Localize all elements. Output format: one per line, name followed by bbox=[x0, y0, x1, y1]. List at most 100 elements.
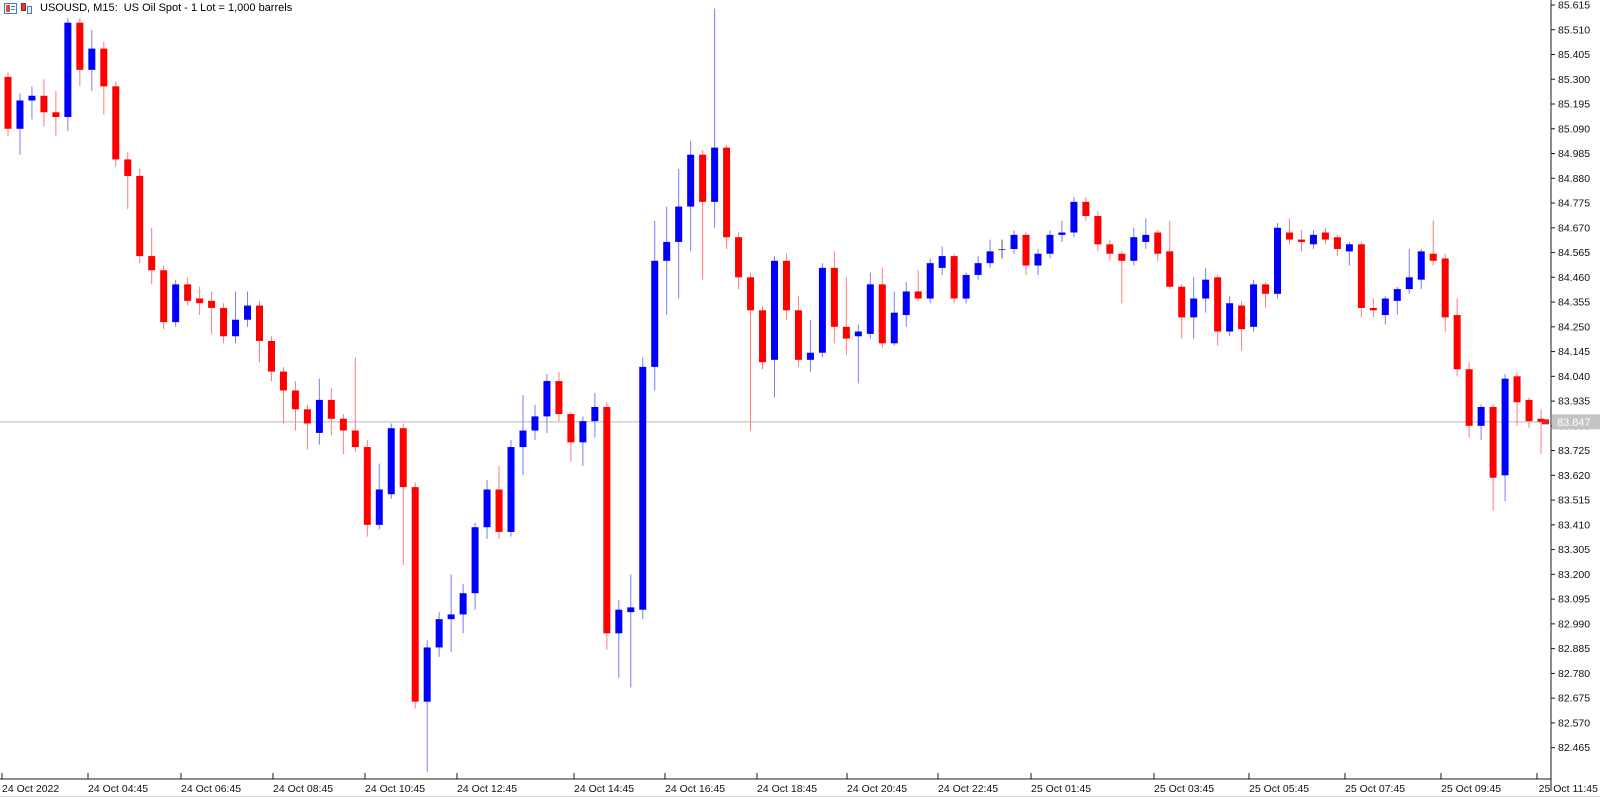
candle-body bbox=[1465, 369, 1473, 426]
candle-body bbox=[1238, 305, 1246, 330]
candle-body bbox=[399, 428, 407, 488]
candle-body bbox=[519, 430, 527, 448]
candle-body bbox=[854, 331, 862, 337]
candle-body bbox=[1226, 303, 1234, 332]
candle-body bbox=[1417, 251, 1425, 280]
candle-body bbox=[136, 175, 144, 257]
candle-body bbox=[1070, 201, 1078, 233]
candle-body bbox=[998, 249, 1006, 251]
time-axis-label: 24 Oct 08:45 bbox=[273, 783, 333, 795]
chart-title: USOUSD, M15: US Oil Spot - 1 Lot = 1,000… bbox=[40, 2, 293, 14]
candle-body bbox=[818, 267, 826, 353]
price-axis-label: 83.515 bbox=[1558, 495, 1590, 507]
price-axis-label: 83.200 bbox=[1558, 569, 1590, 581]
candle-body bbox=[507, 447, 515, 532]
candle-body bbox=[471, 527, 479, 594]
candle-body bbox=[914, 291, 922, 299]
candle-body bbox=[878, 284, 886, 344]
candle-body bbox=[663, 241, 671, 261]
candle-body bbox=[1393, 289, 1401, 301]
candle-body bbox=[1501, 378, 1509, 476]
time-axis-label: 24 Oct 22:45 bbox=[938, 783, 998, 795]
time-axis-label: 24 Oct 2022 bbox=[2, 783, 59, 795]
candle-body bbox=[687, 154, 695, 207]
close-price-marker bbox=[1542, 419, 1549, 425]
candle-body bbox=[435, 619, 443, 648]
price-axis-label: 84.985 bbox=[1558, 148, 1590, 160]
candle-body bbox=[794, 310, 802, 360]
price-axis-label: 83.725 bbox=[1558, 445, 1590, 457]
candle-body bbox=[124, 159, 132, 176]
time-axis-label: 25 Oct 07:45 bbox=[1345, 783, 1405, 795]
current-price-tag bbox=[1552, 414, 1600, 430]
candle-body bbox=[1525, 399, 1533, 422]
candle-body bbox=[1130, 237, 1138, 261]
candle-body bbox=[1118, 253, 1126, 261]
candle-body bbox=[88, 48, 96, 70]
candle-body bbox=[459, 593, 467, 615]
price-axis-label: 84.460 bbox=[1558, 272, 1590, 284]
candle-body bbox=[567, 414, 575, 443]
time-axis[interactable]: 24 Oct 2022 24 Oct 04:45 24 Oct 06:45 24 Oc… bbox=[1, 773, 1599, 795]
candle-body bbox=[387, 428, 395, 495]
candle-body bbox=[974, 263, 982, 275]
price-axis-label: 84.355 bbox=[1558, 297, 1590, 309]
candle-body bbox=[1321, 232, 1329, 240]
candle-body bbox=[1333, 237, 1341, 250]
time-axis-label: 24 Oct 14:45 bbox=[574, 783, 634, 795]
candle-body bbox=[1357, 244, 1365, 308]
candle-body bbox=[902, 291, 910, 316]
candle-body bbox=[16, 100, 24, 129]
candle-body bbox=[950, 256, 958, 299]
candle-body bbox=[639, 366, 647, 610]
candle-body bbox=[208, 300, 216, 308]
time-axis-label: 25 Oct 03:45 bbox=[1154, 783, 1214, 795]
candle-body bbox=[926, 263, 934, 299]
candle-body bbox=[339, 418, 347, 431]
price-axis-label: 84.565 bbox=[1558, 247, 1590, 259]
candle-body bbox=[1453, 315, 1461, 370]
price-axis-label: 84.250 bbox=[1558, 321, 1590, 333]
candle-body bbox=[363, 447, 371, 525]
price-axis-label: 85.510 bbox=[1558, 24, 1590, 36]
candle-body bbox=[1513, 376, 1521, 403]
candle-body bbox=[1309, 234, 1317, 245]
candle-body bbox=[1082, 201, 1090, 217]
candle-body bbox=[423, 647, 431, 702]
candle-body bbox=[1537, 418, 1545, 422]
time-axis-label: 25 Oct 11:45 bbox=[1539, 783, 1599, 795]
candlestick-chart-icon[interactable] bbox=[20, 2, 33, 14]
price-axis-label: 82.465 bbox=[1558, 742, 1590, 754]
candle-body bbox=[1178, 286, 1186, 318]
candle-body bbox=[771, 260, 778, 360]
candle-body bbox=[1262, 284, 1270, 294]
candle-body bbox=[962, 274, 970, 299]
candle-body bbox=[244, 305, 252, 320]
candle-body bbox=[1489, 406, 1497, 478]
candle-body bbox=[699, 154, 707, 202]
candle-body bbox=[1345, 244, 1353, 252]
candle-body bbox=[1022, 234, 1030, 266]
candle-body bbox=[806, 352, 814, 360]
candle-body bbox=[627, 607, 635, 613]
candle-body bbox=[1369, 307, 1377, 311]
candle-body bbox=[279, 371, 287, 391]
candle-body bbox=[1381, 298, 1389, 316]
candle-body bbox=[495, 489, 503, 532]
candle-body bbox=[267, 340, 275, 372]
price-axis-label: 84.040 bbox=[1558, 371, 1590, 383]
candle-body bbox=[711, 147, 719, 202]
candle-body bbox=[555, 381, 563, 415]
price-axis-label: 84.775 bbox=[1558, 198, 1590, 210]
depth-of-market-icon[interactable] bbox=[4, 2, 17, 14]
candle-body bbox=[375, 489, 383, 525]
candle-body bbox=[447, 614, 455, 620]
candle-body bbox=[531, 416, 539, 431]
time-axis-label: 24 Oct 18:45 bbox=[757, 783, 817, 795]
candle-body bbox=[747, 277, 755, 311]
candle-body bbox=[1106, 244, 1114, 254]
price-axis-label: 85.615 bbox=[1558, 0, 1590, 12]
price-axis-label: 82.780 bbox=[1558, 668, 1590, 680]
